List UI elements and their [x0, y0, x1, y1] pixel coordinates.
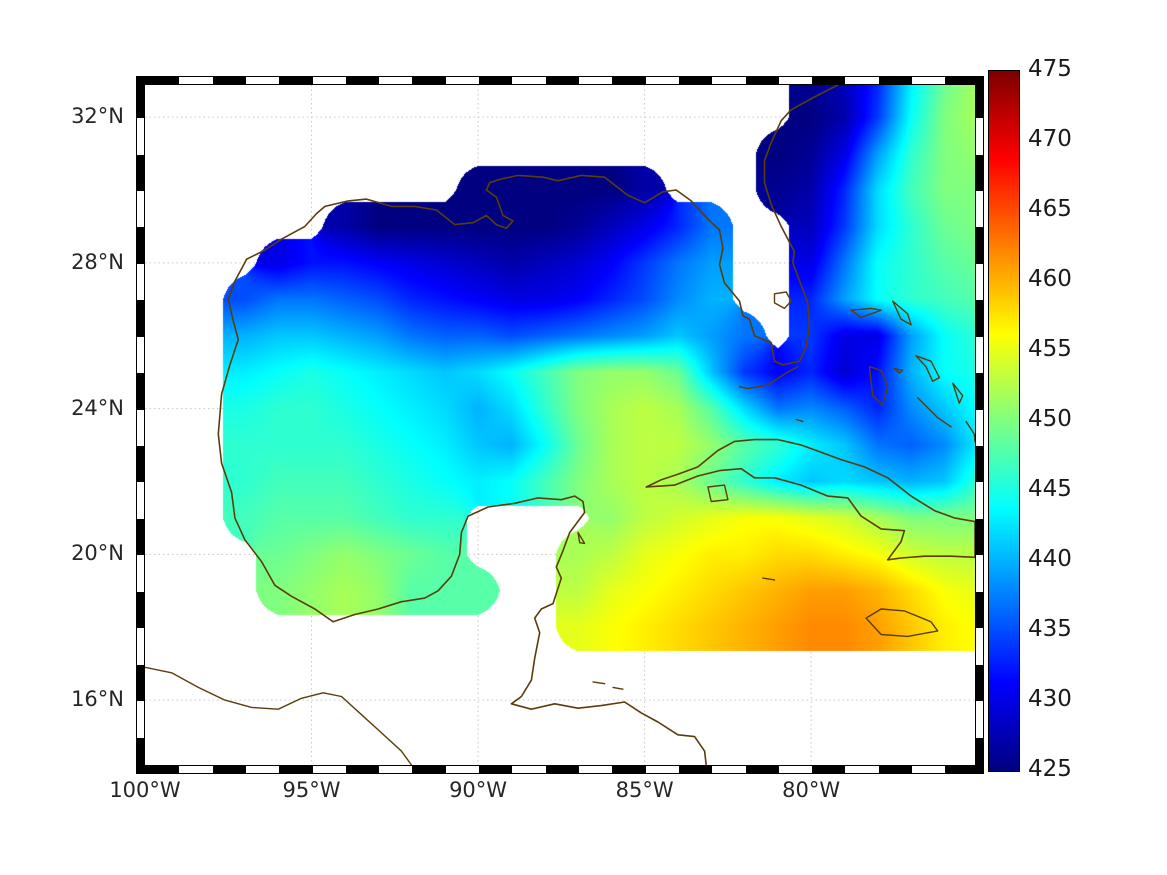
frame-cell — [212, 77, 246, 84]
frame-cell — [137, 154, 144, 191]
coastline-eleuthera — [915, 355, 941, 382]
coastline-cuba — [645, 438, 975, 561]
y-tick-label: 32°N — [71, 104, 124, 129]
map-frame-left — [136, 76, 145, 774]
map-frame-right — [975, 76, 984, 774]
colorbar-tick-label: 450 — [1028, 406, 1072, 432]
coastline-andros — [868, 366, 889, 406]
frame-cell — [279, 766, 313, 773]
x-tick-label: 95°W — [282, 778, 341, 802]
frame-cell — [976, 300, 983, 337]
coastline-long-island-bahamas — [965, 420, 975, 443]
frame-cell — [976, 446, 983, 483]
frame-cell — [345, 77, 380, 84]
frame-cell — [146, 766, 180, 773]
colorbar-tick-label: 435 — [1028, 616, 1072, 642]
coastline-jamaica — [865, 608, 939, 638]
frame-cell — [745, 766, 779, 773]
map-frame-top — [145, 76, 975, 85]
frame-cell — [137, 518, 144, 556]
colorbar — [988, 70, 1020, 772]
frame-cell — [678, 766, 713, 773]
frame-cell — [976, 154, 983, 191]
coastline-new-providence — [893, 367, 904, 374]
coastline-cozumel — [577, 531, 586, 545]
frame-cell — [137, 227, 144, 264]
map-frame-bottom — [145, 765, 975, 774]
coastline-lake-okeechobee — [773, 291, 792, 310]
frame-cell — [678, 77, 713, 84]
frame-cell — [137, 77, 144, 86]
coastline-cat-island — [952, 382, 964, 404]
frame-cell — [279, 77, 313, 84]
coastline-abaco — [892, 300, 912, 326]
frame-cell — [745, 77, 779, 84]
frame-cell — [612, 77, 646, 84]
frame-cell — [412, 766, 446, 773]
coastline-mexico-pacific-coast — [145, 666, 413, 765]
frame-cell — [976, 77, 983, 86]
frame-cell — [479, 77, 513, 84]
frame-cell — [137, 86, 144, 119]
frame-cell — [945, 766, 974, 773]
colorbar-tick-label: 425 — [1028, 756, 1072, 782]
colorbar-tick-label: 440 — [1028, 546, 1072, 572]
frame-cell — [137, 664, 144, 702]
heatmap-canvas — [145, 85, 975, 765]
y-tick-label: 16°N — [71, 687, 124, 712]
y-tick-label: 24°N — [71, 395, 124, 420]
frame-cell — [976, 766, 983, 773]
frame-cell — [976, 227, 983, 264]
frame-cell — [545, 77, 579, 84]
frame-cell — [137, 737, 144, 766]
colorbar-tick-label: 445 — [1028, 476, 1072, 502]
frame-cell — [976, 591, 983, 629]
frame-cell — [976, 373, 983, 410]
coastline-florida-keys — [738, 366, 799, 390]
frame-cell — [878, 77, 913, 84]
x-tick-label: 100°W — [109, 778, 181, 802]
frame-cell — [545, 766, 579, 773]
frame-cell — [812, 766, 846, 773]
coastline-bay-islands-roatan — [592, 681, 606, 685]
coastline-cay-sal-bank — [795, 418, 804, 423]
frame-cell — [976, 518, 983, 556]
colorbar-tick-label: 465 — [1028, 196, 1072, 222]
frame-cell — [137, 373, 144, 410]
colorbar-tick-label: 455 — [1028, 336, 1072, 362]
frame-cell — [137, 766, 144, 773]
frame-cell — [412, 77, 446, 84]
coastline-isla-de-la-juventud — [707, 484, 729, 503]
frame-cell — [878, 766, 913, 773]
colorbar-tick-label: 430 — [1028, 686, 1072, 712]
frame-cell — [137, 446, 144, 483]
colorbar-tick-label: 460 — [1028, 266, 1072, 292]
frame-cell — [345, 766, 380, 773]
frame-cell — [137, 591, 144, 629]
coastline-bay-islands-guanaja — [612, 686, 624, 690]
colorbar-tick-label: 475 — [1028, 56, 1072, 82]
frame-cell — [479, 766, 513, 773]
frame-cell — [146, 77, 180, 84]
frame-cell — [976, 664, 983, 702]
coastline-layer — [145, 85, 975, 765]
x-tick-label: 85°W — [615, 778, 674, 802]
coastline-grand-cayman — [762, 577, 776, 581]
frame-cell — [812, 77, 846, 84]
colorbar-tick-label: 470 — [1028, 126, 1072, 152]
coastline-grand-bahama — [850, 307, 882, 319]
frame-cell — [212, 766, 246, 773]
frame-cell — [137, 300, 144, 337]
y-tick-label: 28°N — [71, 249, 124, 274]
frame-cell — [976, 737, 983, 766]
frame-cell — [976, 86, 983, 119]
coastline-north-america-gulf-atlantic-coast — [217, 85, 839, 765]
x-tick-label: 90°W — [449, 778, 508, 802]
frame-cell — [945, 77, 974, 84]
x-tick-label: 80°W — [782, 778, 841, 802]
y-tick-label: 20°N — [71, 541, 124, 566]
coastline-exuma-chain — [917, 397, 952, 428]
frame-cell — [612, 766, 646, 773]
